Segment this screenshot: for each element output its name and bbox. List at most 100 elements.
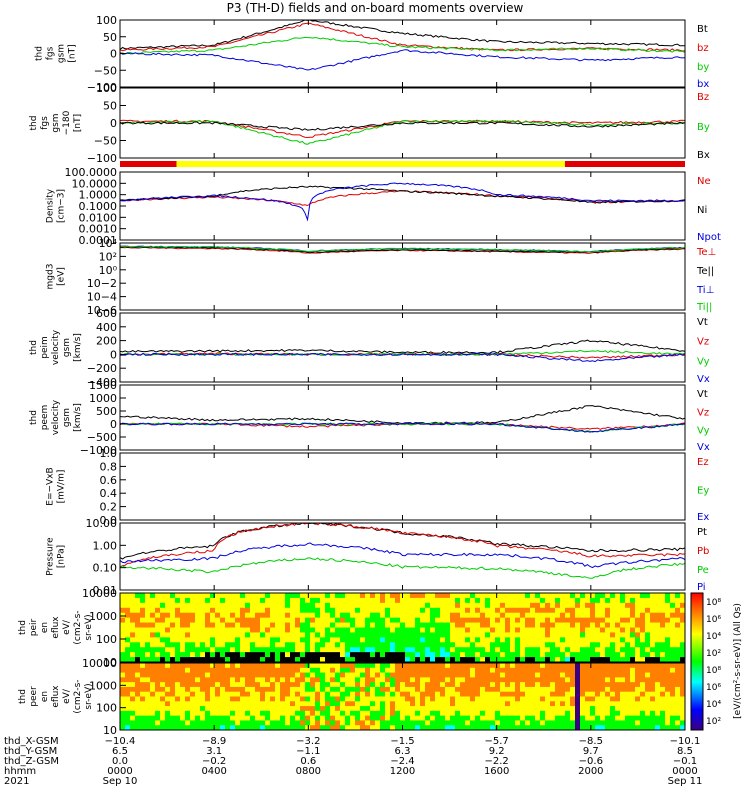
spectrogram-cell bbox=[660, 710, 666, 717]
spectrogram-cell bbox=[375, 677, 381, 683]
spectrogram-cell bbox=[325, 667, 331, 673]
spectrogram-cell bbox=[560, 667, 566, 673]
spectrogram-cell bbox=[235, 622, 241, 628]
spectrogram-cell bbox=[420, 663, 426, 669]
spectrogram-cell bbox=[220, 657, 226, 663]
spectrogram-cell bbox=[490, 696, 496, 702]
spectrogram-cell bbox=[515, 652, 521, 658]
spectrogram-cell bbox=[305, 637, 311, 643]
spectrogram-cell bbox=[590, 632, 596, 638]
spectrogram-cell bbox=[585, 647, 591, 653]
spectrogram-cell bbox=[235, 593, 241, 599]
spectrogram-cell bbox=[440, 715, 446, 721]
x-tick-label: 1600 bbox=[484, 766, 509, 777]
spectrogram-cell bbox=[425, 642, 431, 648]
spectrogram-cell bbox=[195, 642, 201, 648]
spectrogram-cell bbox=[655, 663, 661, 669]
spectrogram-cell bbox=[125, 672, 131, 678]
spectrogram-cell bbox=[640, 667, 646, 673]
spectrogram-cell bbox=[265, 612, 271, 619]
spectrogram-cell bbox=[150, 607, 156, 614]
spectrogram-cell bbox=[380, 715, 386, 721]
spectrogram-cell bbox=[510, 696, 516, 702]
spectrogram-cell bbox=[525, 657, 531, 663]
spectrogram-cell bbox=[260, 617, 266, 623]
spectrogram-cell bbox=[500, 597, 506, 604]
spectrogram-cell bbox=[555, 701, 561, 707]
spectrogram-cell bbox=[275, 612, 281, 619]
spectrogram-cell bbox=[520, 710, 526, 717]
spectrogram-cell bbox=[250, 710, 256, 717]
spectrogram-cell bbox=[300, 622, 306, 628]
spectrogram-cell bbox=[600, 686, 606, 693]
spectrogram-cell bbox=[240, 657, 246, 663]
spectrogram-cell bbox=[520, 715, 526, 721]
spectrogram-cell bbox=[625, 725, 631, 731]
spectrogram-cell bbox=[165, 637, 171, 643]
spectrogram-cell bbox=[545, 632, 551, 638]
spectrogram-cell bbox=[190, 602, 196, 609]
spectrogram-cell bbox=[465, 667, 471, 673]
spectrogram-cell bbox=[470, 657, 476, 663]
spectrogram-cell bbox=[535, 593, 541, 599]
spectrogram-cell bbox=[470, 720, 476, 726]
spectrogram-cell bbox=[595, 622, 601, 628]
spectrogram-cell bbox=[150, 627, 156, 633]
spectrogram-cell bbox=[140, 642, 146, 648]
spectrogram-cell bbox=[400, 691, 406, 697]
spectrogram-cell bbox=[195, 715, 201, 721]
spectrogram-cell bbox=[495, 602, 501, 609]
spectrogram-cell bbox=[535, 617, 541, 623]
spectrogram-cell bbox=[475, 602, 481, 609]
spectrogram-cell bbox=[610, 720, 616, 726]
spectrogram-cell bbox=[285, 677, 291, 683]
spectrogram-cell bbox=[500, 652, 506, 658]
spectrogram-cell bbox=[230, 667, 236, 673]
spectrogram-cell bbox=[435, 607, 441, 614]
spectrogram-cell bbox=[475, 612, 481, 619]
spectrogram-cell bbox=[600, 642, 606, 648]
spectrogram-cell bbox=[245, 602, 251, 609]
spectrogram-cell bbox=[535, 642, 541, 648]
spectrogram-cell bbox=[310, 686, 316, 693]
spectrogram-cell bbox=[150, 612, 156, 619]
spectrogram-cell bbox=[170, 637, 176, 643]
spectrogram-cell bbox=[540, 682, 546, 688]
spectrogram-cell bbox=[160, 642, 166, 648]
legend-entry: Pb bbox=[697, 546, 709, 557]
spectrogram-cell bbox=[680, 672, 686, 678]
spectrogram-cell bbox=[305, 652, 311, 658]
spectrogram-cell bbox=[540, 632, 546, 638]
spectrogram-cell bbox=[225, 627, 231, 633]
spectrogram-cell bbox=[645, 597, 651, 604]
spectrogram-cell bbox=[400, 617, 406, 623]
spectrogram-cell bbox=[540, 691, 546, 697]
spectrogram-cell bbox=[365, 725, 371, 731]
spectrogram-cell bbox=[180, 597, 186, 604]
spectrogram-cell bbox=[305, 706, 311, 712]
spectrogram-cell bbox=[475, 593, 481, 599]
spectrogram-cell bbox=[365, 696, 371, 702]
spectrogram-cell bbox=[170, 706, 176, 712]
spectrogram-cell bbox=[145, 720, 151, 726]
spectrogram-cell bbox=[675, 602, 681, 609]
spectrogram-cell bbox=[295, 715, 301, 721]
spectrogram-cell bbox=[530, 663, 536, 669]
spectrogram-cell bbox=[495, 710, 501, 717]
spectrogram-cell bbox=[305, 682, 311, 688]
spectrogram-cell bbox=[340, 686, 346, 693]
spectrogram-cell bbox=[485, 647, 491, 653]
spectrogram-cell bbox=[375, 667, 381, 673]
spectrogram-cell bbox=[580, 667, 586, 673]
y-tick-label: −400 bbox=[87, 376, 117, 389]
spectrogram-cell bbox=[340, 627, 346, 633]
spectrogram-cell bbox=[385, 622, 391, 628]
spectrogram-cell bbox=[635, 612, 641, 619]
spectrogram-cell bbox=[435, 652, 441, 658]
spectrogram-cell bbox=[580, 607, 586, 614]
spectrogram-cell bbox=[375, 686, 381, 693]
spectrogram-cell bbox=[475, 710, 481, 717]
y-axis-label: [eV] bbox=[57, 267, 67, 286]
spectrogram-cell bbox=[210, 657, 216, 663]
spectrogram-cell bbox=[645, 725, 651, 731]
